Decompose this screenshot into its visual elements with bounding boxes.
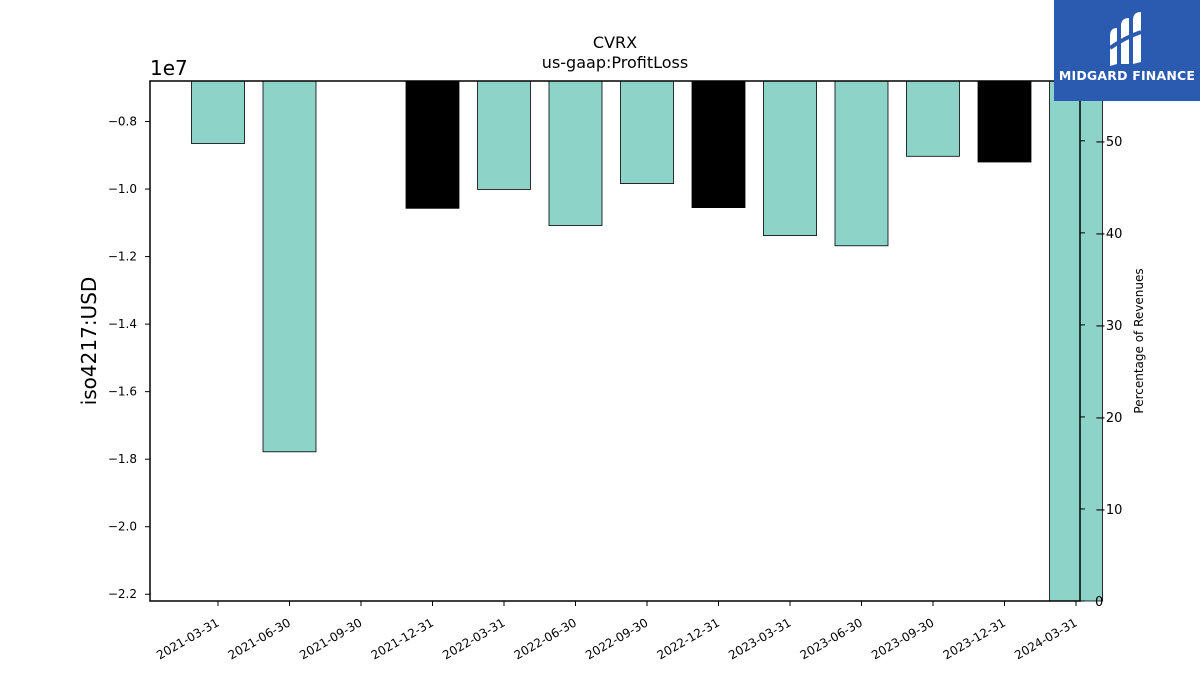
x-tick-label: 2022-06-30 (512, 615, 579, 662)
x-tick-label: 2022-09-30 (583, 615, 650, 662)
x-tick-label: 2021-09-30 (297, 615, 364, 662)
x-tick-label: 2021-06-30 (226, 615, 293, 662)
y2-tick-label: 0 (1095, 595, 1103, 610)
y-offset-label: 1e7 (150, 56, 188, 80)
x-tick-label: 2023-09-30 (869, 615, 936, 662)
x-tick-label: 2023-12-31 (941, 615, 1008, 662)
bar-2021-12-31 (405, 80, 460, 209)
midgard-logo-icon (1108, 12, 1142, 66)
bar-2023-09-30 (906, 80, 960, 157)
bar-2022-06-30 (548, 80, 603, 226)
x-tick-label: 2021-12-31 (369, 615, 436, 662)
bar-2021-06-30 (262, 80, 317, 453)
bar-2023-03-31 (763, 80, 817, 237)
y-tick-label: −2.2 (108, 587, 137, 601)
x-tick-label: 2022-03-31 (440, 615, 507, 662)
y-tick-label: −2.0 (108, 520, 137, 534)
y-tick-label: −1.0 (108, 182, 137, 196)
y2-tick-label: −50 (1095, 135, 1122, 150)
chart-title: CVRX (593, 33, 637, 52)
bar-2024-03-31 (1049, 80, 1103, 602)
midgard-finance-logo: MIDGARD FINANCE (1054, 0, 1200, 101)
y-tick-label: −1.8 (108, 452, 137, 466)
y2-axis-label: Percentage of Revenues (1132, 268, 1146, 413)
bar-2023-12-31 (977, 80, 1032, 163)
bars-group (191, 80, 1103, 602)
y-tick-label: −1.6 (108, 385, 137, 399)
logo-text: MIDGARD FINANCE (1058, 68, 1196, 83)
bar-2023-06-30 (834, 80, 889, 247)
y-tick-label: −1.2 (108, 250, 137, 264)
y2-tick-label: −20 (1095, 411, 1122, 426)
x-tick-label: 2021-03-31 (154, 615, 221, 662)
x-axis-ticks: 2021-03-31 2021-06-30 2021-09-30 2021-12-31… (154, 601, 1080, 662)
plot-frame (149, 80, 1081, 602)
bar-2022-03-31 (477, 80, 531, 190)
y2-tick-label: −30 (1095, 319, 1122, 334)
x-tick-label: 2024-03-31 (1012, 615, 1079, 662)
y2-axis-ticks: 0 −10 −20 −30 −40 −50 (1080, 135, 1122, 610)
bar-2021-03-31 (191, 80, 245, 144)
x-tick-label: 2022-12-31 (655, 615, 722, 662)
bar-2022-12-31 (691, 80, 746, 208)
y-axis-label: iso4217:USD (77, 277, 101, 406)
chart-subtitle: us-gaap:ProfitLoss (542, 53, 688, 72)
y-tick-label: −1.4 (108, 317, 137, 331)
y-axis-ticks: −0.8 −1.0 −1.2 −1.4 −1.6 −1.8 −2.0 −2.2 (108, 115, 150, 601)
bar-2022-09-30 (620, 80, 674, 184)
y2-tick-label: −10 (1095, 503, 1122, 518)
y2-tick-label: −40 (1095, 227, 1122, 242)
y-tick-label: −0.8 (108, 115, 137, 129)
x-tick-label: 2023-03-31 (726, 615, 793, 662)
x-tick-label: 2023-06-30 (798, 615, 865, 662)
